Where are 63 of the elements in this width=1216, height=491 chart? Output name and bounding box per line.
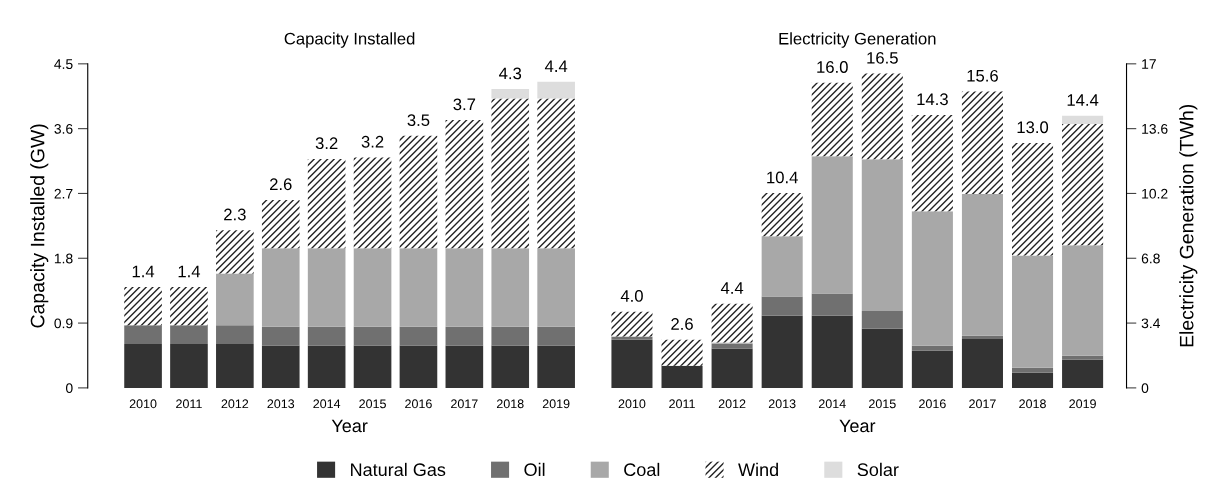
x-tick-label: 2015 [359,399,386,409]
y2-tick-label: 10.2 [1142,188,1168,199]
x-axis-title: Year [331,419,368,433]
y2-tick-label: 6.8 [1141,253,1160,264]
total-label: 4.4 [544,60,568,72]
total-label: 3.2 [361,135,384,148]
total-label: 14.4 [1067,94,1099,106]
x-tick-label: 2014 [313,399,341,409]
total-label: 14.3 [917,93,948,106]
y-tick-label: 2.7 [54,188,73,199]
total-label: 13.0 [1017,121,1049,134]
total-label: 10.4 [767,171,798,184]
chart-title: Capacity Installed [284,32,415,48]
x-tick-label: 2014 [818,399,846,409]
total-label: 4.4 [720,282,744,294]
y-tick-label: 3.6 [54,123,73,134]
y2-tick-label: 13.6 [1142,123,1168,134]
total-label: 3.2 [315,137,338,150]
total-label: 2.6 [270,178,292,191]
total-label: 2.6 [671,318,693,330]
x-tick-label: 2016 [405,399,432,409]
x-tick-label: 2019 [1069,399,1096,409]
x-tick-label: 2011 [176,399,202,409]
x-tick-label: 2019 [542,399,570,409]
y-tick-label: 0.9 [54,318,73,329]
total-label: 15.6 [967,69,998,82]
y-tick-label: 4.5 [54,59,73,69]
x-tick-label: 2015 [869,399,896,409]
total-label: 1.4 [178,265,201,278]
y2-tick-label: 17 [1142,59,1156,69]
x-tick-label: 2018 [1019,399,1046,409]
x-axis-title: Year [839,419,876,433]
y-tick-label: 1.8 [54,253,73,264]
x-tick-label: 2011 [669,399,695,409]
x-tick-label: 2018 [496,399,524,409]
x-tick-label: 2010 [129,399,157,409]
total-label: 16.5 [867,51,898,64]
total-label: 1.4 [132,265,155,278]
legend-label: Oil [524,462,545,477]
x-tick-label: 2013 [768,399,796,409]
x-tick-label: 2017 [969,399,996,409]
y2-axis-title: Electricity Generation (TWh) [1179,104,1198,347]
x-tick-label: 2017 [451,399,478,409]
chart-title: Electricity Generation [779,32,936,48]
x-tick-label: 2016 [919,399,946,409]
legend-label: Wind [738,462,778,477]
total-label: 3.5 [407,114,430,127]
x-tick-label: 2012 [221,399,249,409]
total-label: 4.0 [620,290,643,302]
total-label: 2.3 [224,208,246,221]
total-label: 16.0 [817,61,848,73]
x-tick-label: 2012 [718,399,746,409]
total-label: 3.7 [453,98,476,111]
y2-tick-label: 3.4 [1141,318,1161,329]
y-axis-title: Capacity Installed (GW) [30,124,49,328]
legend-label: Natural Gas [351,462,446,477]
legend-label: Coal [624,462,660,477]
y2-tick-label: 0 [1141,383,1149,394]
x-tick-label: 2013 [267,399,295,409]
x-tick-label: 2010 [618,399,646,409]
total-label: 4.3 [499,67,522,80]
legend-label: Solar [857,462,899,477]
y-tick-label: 0 [65,383,73,394]
